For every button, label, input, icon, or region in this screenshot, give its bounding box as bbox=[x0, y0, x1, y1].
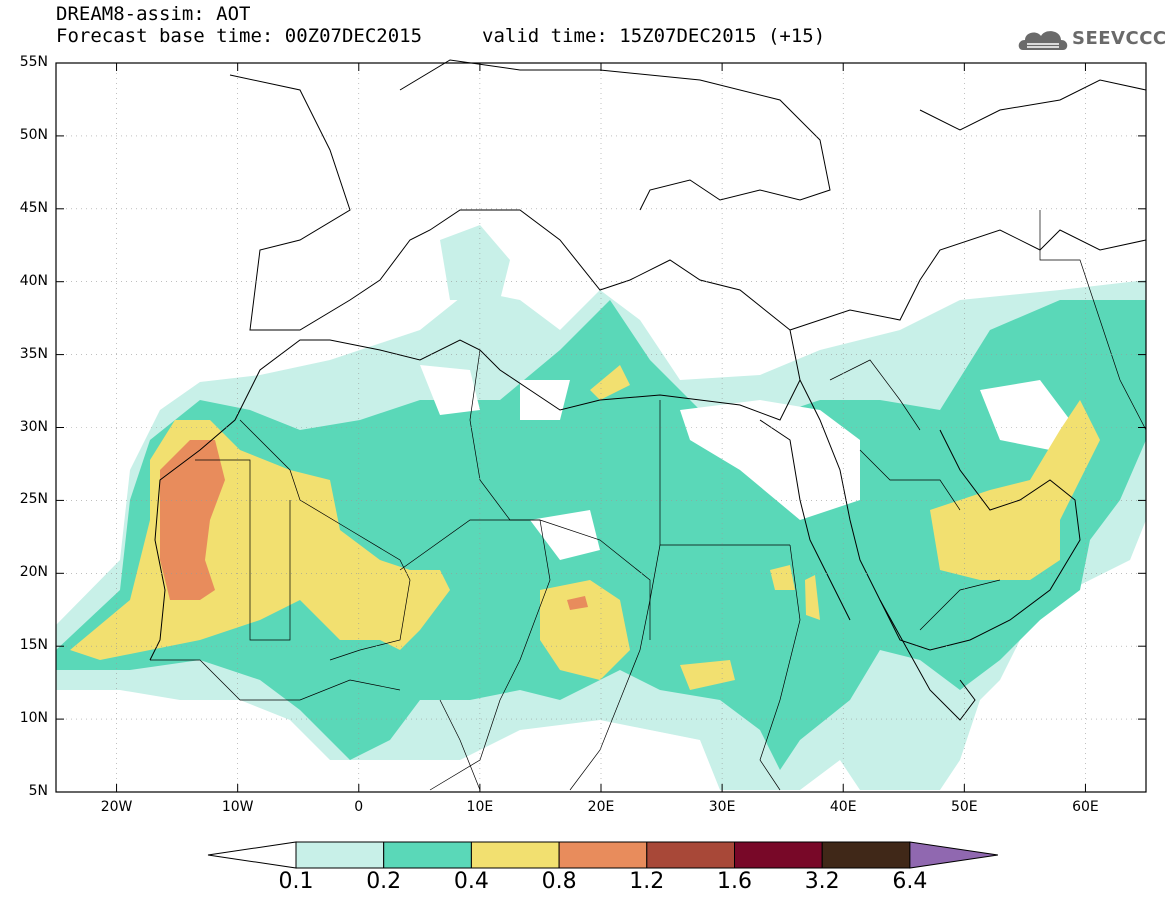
longitude-label: 50E bbox=[950, 799, 978, 815]
forecast-base-time: Forecast base time: 00Z07DEC2015 bbox=[56, 25, 423, 47]
coastlines bbox=[149, 59, 1147, 721]
colorbar-over-arrow bbox=[909, 841, 998, 869]
map-title: DREAM8-assim: AOT bbox=[56, 3, 251, 25]
colorbar-segment bbox=[646, 841, 735, 869]
country-borders bbox=[150, 210, 1147, 791]
latitude-label: 10N bbox=[19, 710, 48, 727]
longitude-label: 30E bbox=[708, 799, 736, 815]
aot-white-gaps bbox=[420, 365, 1070, 560]
latitude-label: 20N bbox=[19, 564, 48, 581]
colorbar bbox=[207, 841, 998, 869]
colorbar-label: 0.2 bbox=[366, 869, 402, 894]
colorbar-segment bbox=[734, 841, 823, 869]
colorbar-label: 3.2 bbox=[804, 869, 840, 894]
axis-ticks bbox=[56, 62, 1146, 793]
longitude-label: 10W bbox=[221, 799, 254, 815]
longitude-label: 20E bbox=[587, 799, 615, 815]
longitude-label: 60E bbox=[1072, 799, 1099, 815]
colorbar-segment bbox=[383, 841, 472, 869]
colorbar-segment bbox=[295, 841, 385, 869]
latitude-label: 50N bbox=[19, 126, 48, 143]
latitude-label: 55N bbox=[19, 54, 48, 70]
colorbar-label: 0.1 bbox=[278, 869, 314, 894]
latitude-label: 30N bbox=[19, 418, 48, 435]
latitude-label: 40N bbox=[19, 272, 48, 289]
cloud-logo-icon bbox=[1018, 31, 1068, 50]
colorbar-under-arrow bbox=[207, 841, 297, 869]
colorbar-label: 6.4 bbox=[892, 869, 928, 894]
aot-field-0.8 bbox=[160, 440, 588, 610]
longitude-label: 20W bbox=[100, 799, 133, 815]
graticule bbox=[56, 63, 1146, 792]
colorbar-label: 1.2 bbox=[629, 869, 665, 894]
longitude-label: 10E bbox=[466, 799, 494, 815]
longitude-label: 40E bbox=[829, 799, 857, 815]
latitude-label: 45N bbox=[19, 199, 48, 216]
aot-field-0.2 bbox=[56, 300, 1146, 770]
valid-time: valid time: 15Z07DEC2015 (+15) bbox=[482, 25, 826, 47]
colorbar-label: 0.4 bbox=[453, 869, 489, 894]
colorbar-segment bbox=[470, 841, 560, 869]
latitude-label: 5N bbox=[28, 783, 48, 799]
colorbar-segment bbox=[558, 841, 648, 869]
logo-text: SEEVCCC bbox=[1072, 28, 1165, 49]
longitude-label: 0 bbox=[354, 799, 364, 815]
colorbar-label: 0.8 bbox=[541, 869, 577, 894]
colorbar-label: 1.6 bbox=[717, 869, 752, 894]
latitude-label: 35N bbox=[19, 345, 48, 362]
latitude-label: 15N bbox=[19, 637, 48, 654]
latitude-label: 25N bbox=[19, 491, 48, 508]
colorbar-segment bbox=[821, 841, 911, 869]
